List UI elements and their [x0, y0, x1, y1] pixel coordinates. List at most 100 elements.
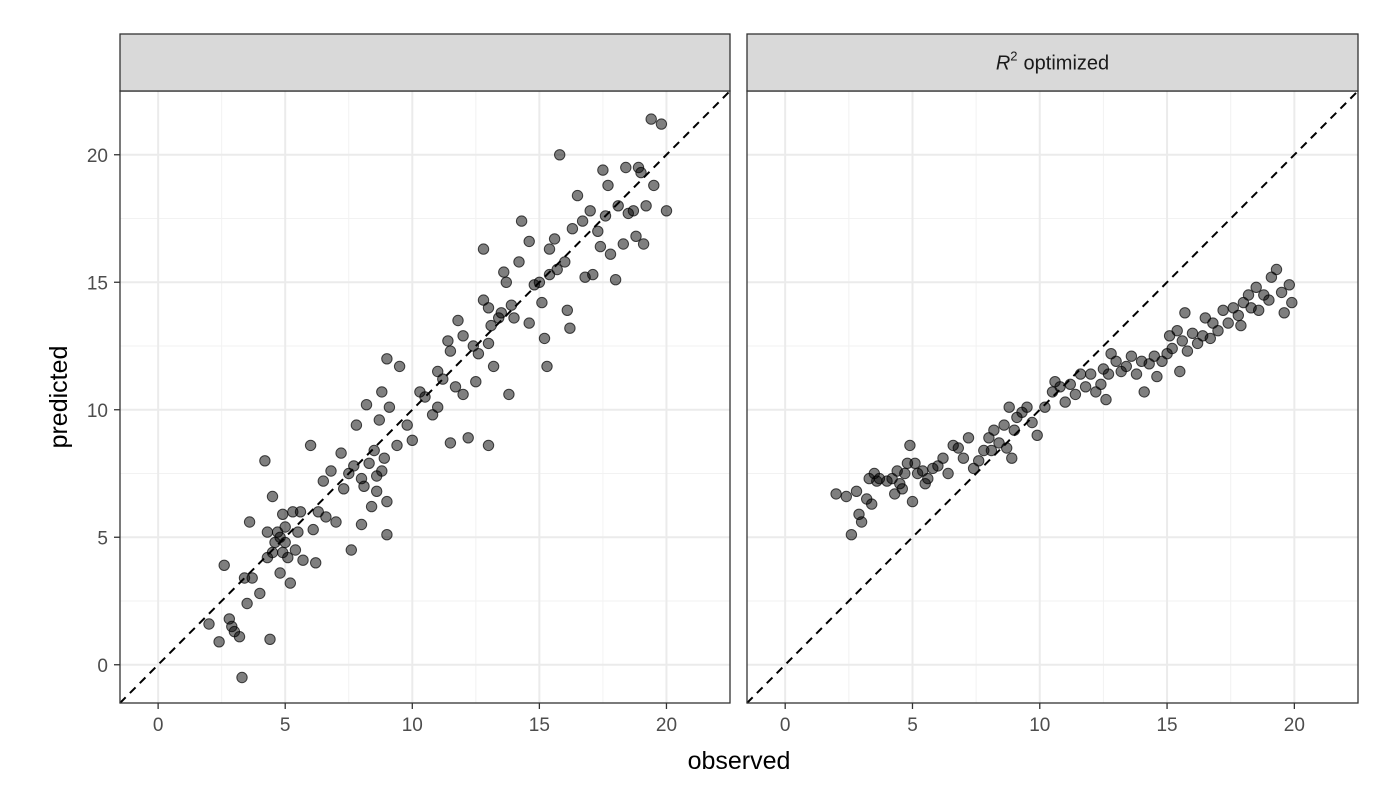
x-tick-label: 10: [402, 715, 423, 736]
facet-title-italic: R: [996, 53, 1010, 75]
data-point: [401, 419, 413, 431]
x-tick-label: 20: [1284, 715, 1305, 736]
data-point: [1026, 416, 1038, 429]
data-point: [660, 205, 673, 217]
data-point: [1174, 365, 1186, 378]
x-tick-label: 15: [1156, 715, 1177, 736]
data-point: [1186, 327, 1199, 339]
data-point: [627, 205, 640, 217]
data-point: [543, 243, 556, 255]
data-point: [1021, 401, 1033, 413]
data-point: [922, 472, 934, 485]
x-tick-label: 5: [907, 715, 918, 736]
data-point: [365, 500, 378, 513]
data-point: [284, 577, 296, 589]
data-point: [1079, 381, 1092, 393]
data-point: [1120, 360, 1133, 373]
data-point: [909, 457, 921, 469]
data-point: [381, 353, 393, 365]
data-point: [988, 424, 1000, 436]
data-point: [1253, 304, 1265, 316]
data-point: [381, 529, 393, 541]
x-tick-label: 0: [780, 715, 791, 736]
data-point: [1003, 401, 1015, 413]
data-point: [599, 210, 612, 222]
data-point: [1102, 368, 1115, 380]
data-point: [840, 490, 852, 503]
data-point: [482, 439, 495, 452]
data-point: [325, 465, 337, 477]
data-point: [513, 256, 525, 268]
data-point: [233, 631, 246, 643]
data-point: [307, 523, 319, 536]
x-tick-label: 15: [529, 715, 550, 736]
data-point: [457, 388, 469, 401]
data-point: [1283, 279, 1296, 291]
y-axis-title: predicted: [45, 346, 73, 449]
data-point: [604, 248, 617, 260]
data-point: [592, 225, 604, 238]
data-point: [620, 161, 632, 174]
data-point: [1069, 388, 1082, 401]
data-point: [452, 314, 464, 327]
data-point: [1176, 335, 1189, 347]
data-point: [419, 391, 431, 403]
x-tick-label: 20: [656, 715, 677, 736]
data-point: [612, 200, 624, 212]
data-point: [449, 381, 462, 393]
data-point: [609, 274, 622, 286]
data-point: [985, 444, 998, 457]
data-point: [1212, 325, 1224, 337]
data-point: [855, 516, 868, 528]
data-point: [477, 243, 490, 255]
data-point: [264, 633, 276, 645]
data-point: [635, 166, 647, 179]
data-point: [444, 437, 457, 449]
data-point: [536, 296, 548, 309]
facet-title: R2 optimized: [996, 49, 1109, 75]
data-point: [1217, 304, 1229, 316]
data-point: [1059, 396, 1071, 408]
data-point: [904, 439, 916, 452]
data-point: [503, 388, 515, 401]
data-point: [576, 215, 589, 227]
data-point: [381, 495, 393, 508]
data-point: [1085, 368, 1097, 380]
data-point: [1232, 309, 1245, 322]
data-point: [594, 240, 607, 253]
data-point: [437, 373, 449, 385]
data-point: [368, 444, 380, 457]
data-point: [587, 268, 599, 281]
y-tick-label: 5: [97, 528, 108, 549]
data-point: [482, 302, 495, 314]
data-point: [360, 399, 373, 411]
data-point: [213, 636, 225, 648]
data-point: [279, 521, 291, 533]
facet-title-suffix: optimized: [1024, 53, 1110, 75]
data-point: [541, 360, 553, 373]
data-point: [637, 238, 650, 250]
data-point: [1074, 368, 1087, 380]
data-point: [246, 572, 258, 584]
data-point: [1181, 345, 1194, 357]
data-point: [487, 360, 500, 373]
x-tick-label: 10: [1029, 715, 1050, 736]
data-point: [1039, 401, 1051, 413]
data-point: [317, 475, 329, 487]
data-point: [937, 452, 949, 464]
data-point: [310, 557, 322, 569]
data-point: [266, 546, 279, 559]
data-point: [432, 401, 444, 413]
data-point: [561, 304, 573, 316]
data-point: [485, 319, 497, 332]
data-point: [236, 671, 248, 684]
data-point: [866, 498, 878, 510]
data-point: [1130, 368, 1143, 380]
data-point: [462, 432, 474, 444]
identity-reference-line: [119, 90, 731, 704]
data-point: [640, 200, 652, 212]
data-point: [523, 317, 535, 329]
data-point: [378, 452, 390, 464]
data-point: [345, 544, 357, 556]
data-point: [896, 483, 908, 495]
